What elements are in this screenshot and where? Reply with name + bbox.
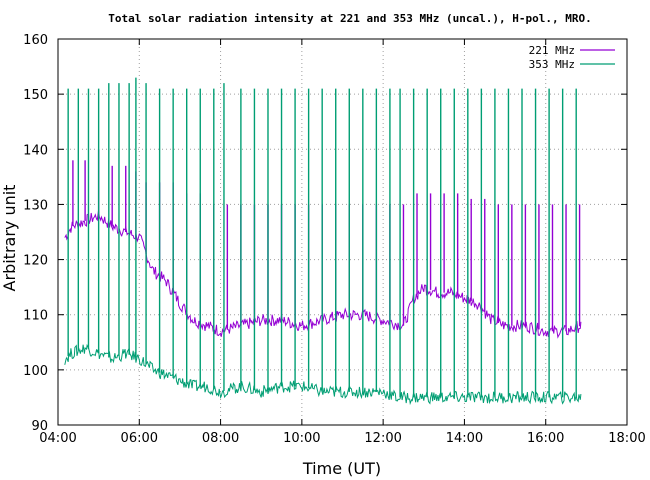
y-tick-label: 100 xyxy=(23,364,48,379)
chart-title: Total solar radiation intensity at 221 a… xyxy=(108,12,591,25)
y-axis-label: Arbitrary unit xyxy=(0,185,19,292)
x-tick-label: 08:00 xyxy=(202,431,239,446)
y-tick-label: 160 xyxy=(23,33,48,48)
x-tick-label: 18:00 xyxy=(608,431,645,446)
legend-label-353-mhz: 353 MHz xyxy=(529,58,575,71)
y-tick-label: 140 xyxy=(23,143,48,158)
x-tick-label: 06:00 xyxy=(121,431,158,446)
x-tick-label: 16:00 xyxy=(527,431,564,446)
grid-lines xyxy=(58,39,627,425)
x-axis-label: Time (UT) xyxy=(302,459,381,478)
x-tick-label: 10:00 xyxy=(283,431,320,446)
y-tick-label: 110 xyxy=(23,309,48,324)
x-tick-label: 04:00 xyxy=(39,431,76,446)
series-layer xyxy=(64,77,582,406)
legend: 221 MHz 353 MHz xyxy=(529,44,615,71)
y-tick-label: 130 xyxy=(23,198,48,213)
legend-label-221-mhz: 221 MHz xyxy=(529,44,575,57)
y-tick-label: 90 xyxy=(31,419,48,434)
axis-ticks: 04:00 06:00 08:00 10:00 12:00 14:00 16:00 18:00… xyxy=(23,33,646,446)
y-tick-label: 150 xyxy=(23,88,48,103)
plot-frame xyxy=(57,38,628,426)
x-tick-label: 14:00 xyxy=(446,431,483,446)
y-tick-label: 120 xyxy=(23,254,48,269)
x-tick-label: 12:00 xyxy=(364,431,401,446)
